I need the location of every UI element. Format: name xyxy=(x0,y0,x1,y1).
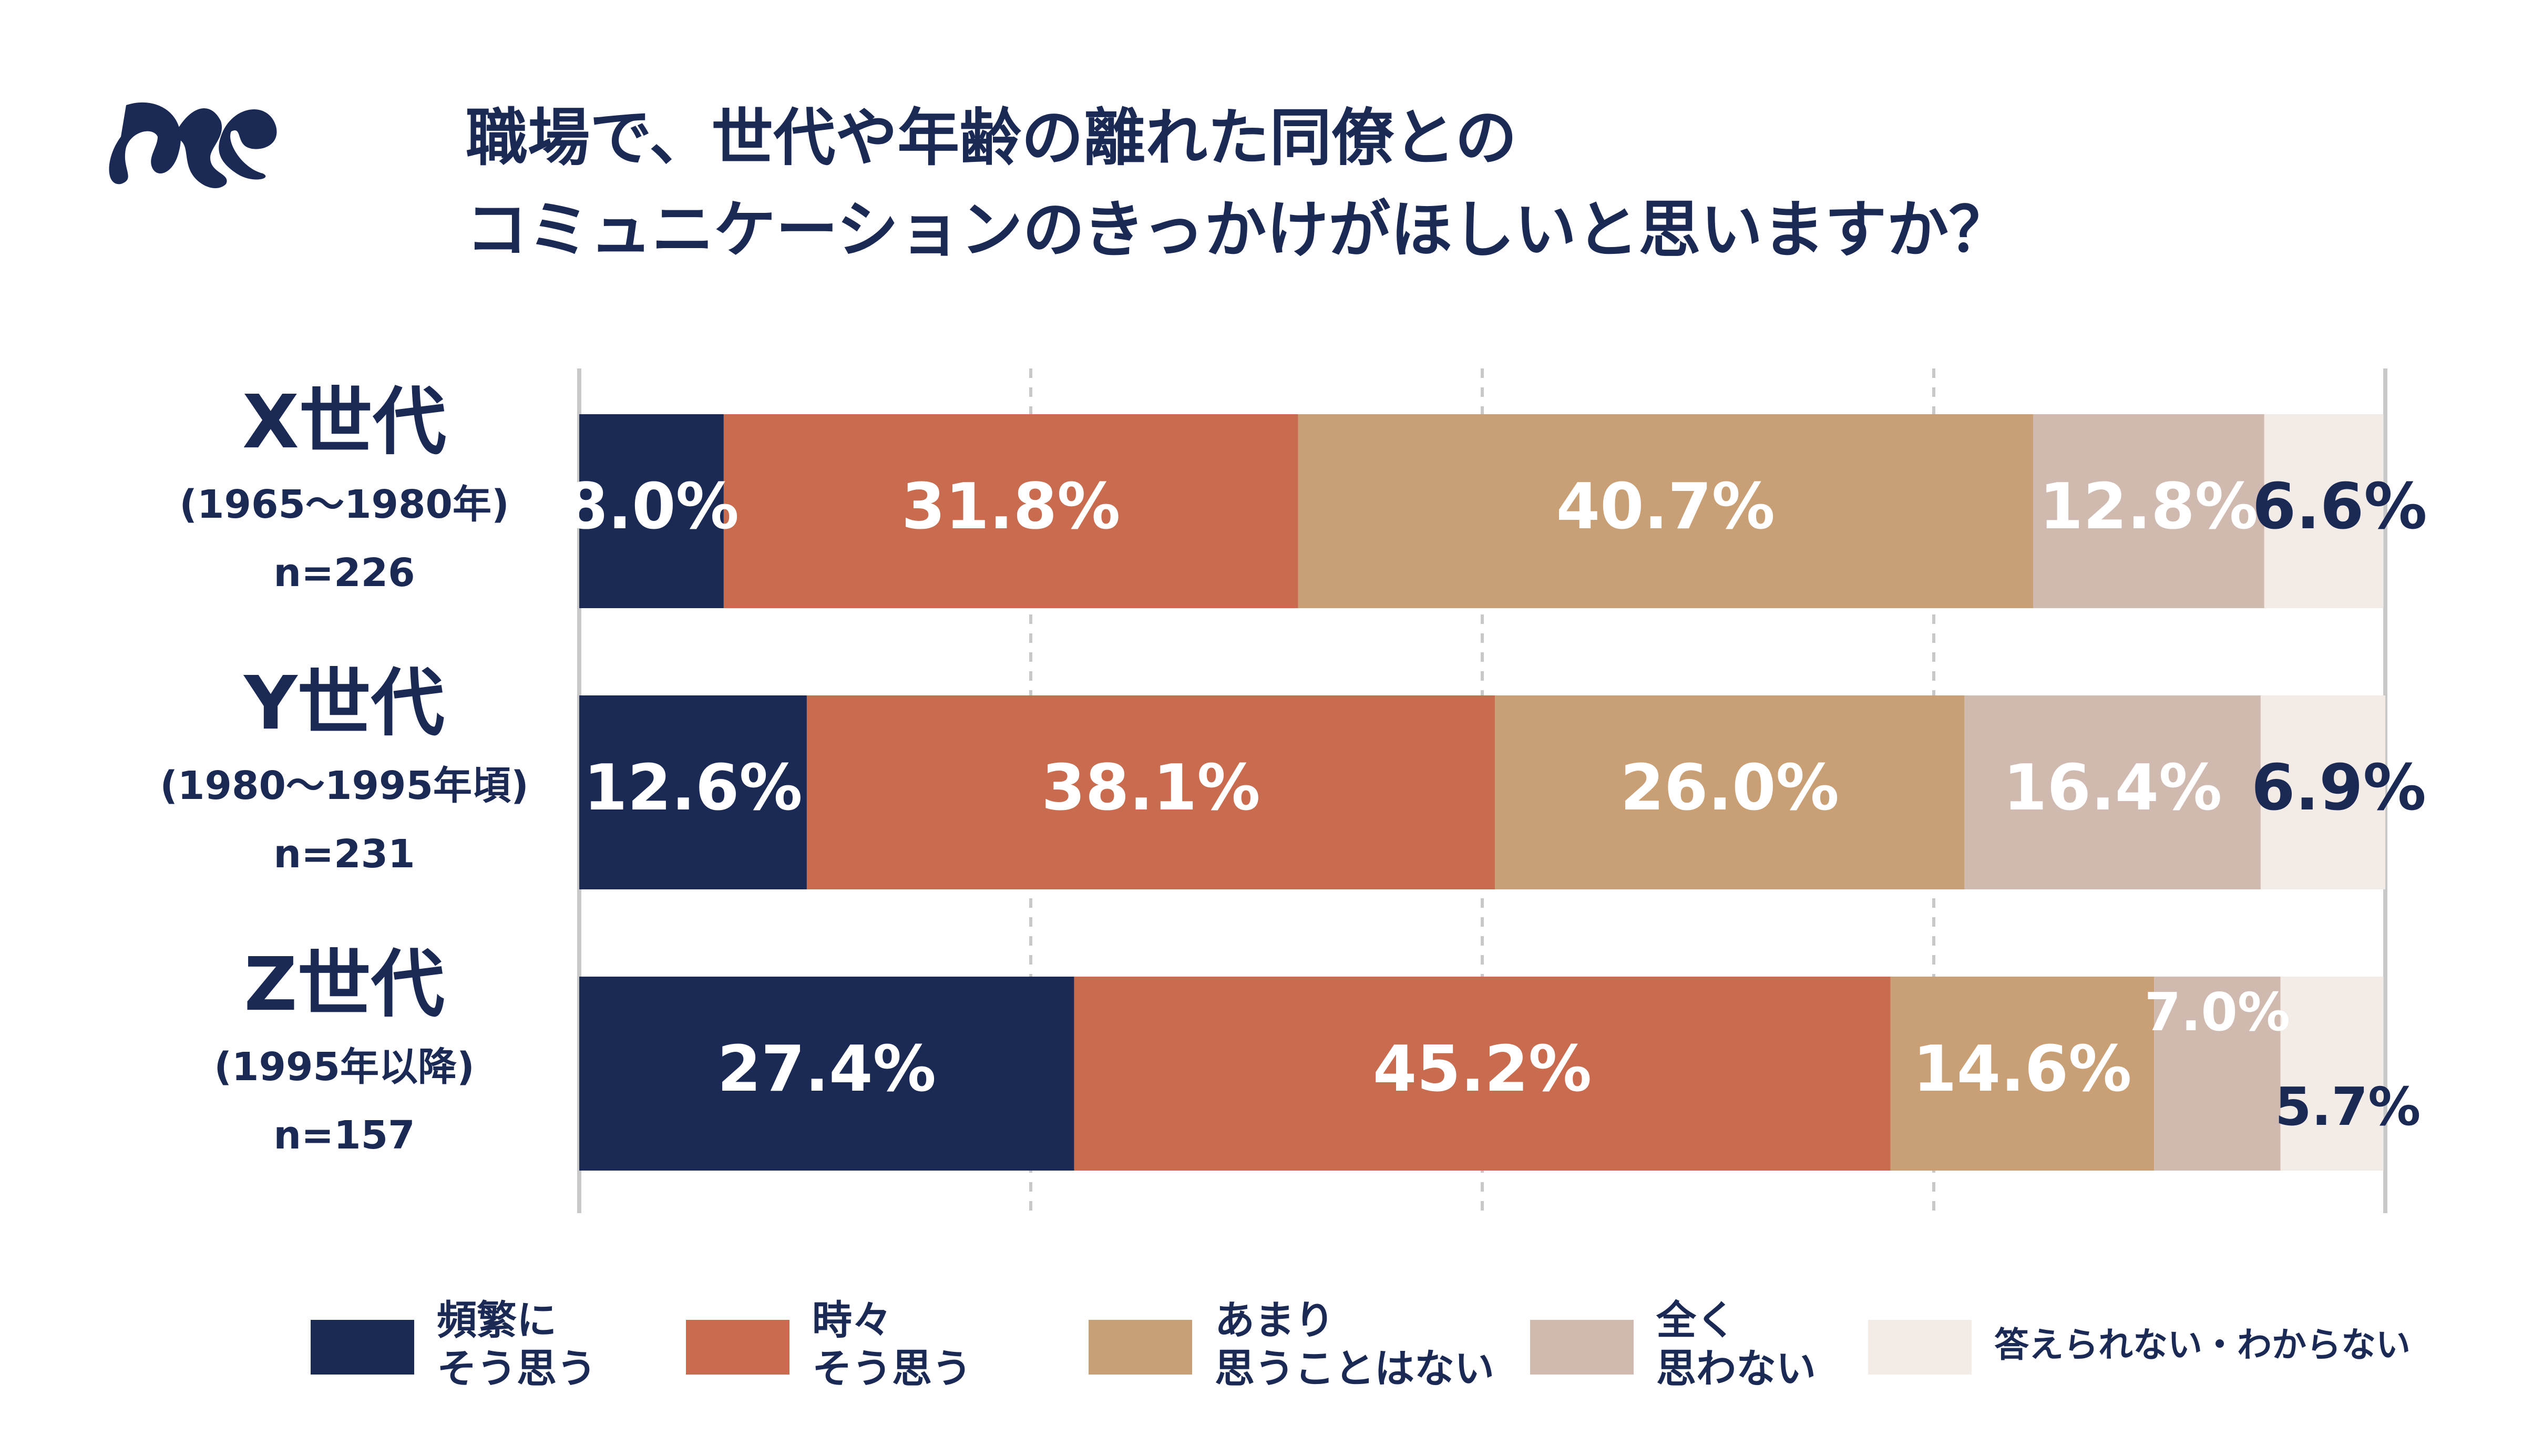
value-label: 7.0% xyxy=(2145,981,2290,1043)
category-period: (1965〜1980年) xyxy=(179,482,509,527)
value-label: 27.4% xyxy=(717,1033,936,1106)
bar-segment xyxy=(2260,695,2385,889)
value-label: 31.8% xyxy=(901,470,1120,544)
bar-segment xyxy=(579,695,807,889)
value-label: 6.9% xyxy=(2251,752,2426,825)
bar-segment xyxy=(1890,977,2155,1171)
chart-title: 職場で、世代や年齢の離れた同僚との xyxy=(466,101,1517,174)
value-label: 14.6% xyxy=(1913,1033,2131,1106)
value-label: 5.7% xyxy=(2275,1076,2421,1137)
chart-title: コミュニケーションのきっかけがほしいと思いますか？ xyxy=(466,193,2011,266)
bar-segment xyxy=(579,414,724,608)
logo xyxy=(109,102,277,189)
category-label: Y世代 xyxy=(243,661,444,746)
value-label: 6.6% xyxy=(2252,470,2427,544)
legend-swatch xyxy=(1530,1320,1634,1375)
bar-segment xyxy=(2264,414,2384,608)
legend-swatch xyxy=(686,1320,789,1375)
bar-segment xyxy=(2280,977,2384,1171)
value-label: 40.7% xyxy=(1556,470,1775,544)
bar-segment xyxy=(1964,695,2261,889)
bar-segment xyxy=(1495,695,1965,889)
legend-swatch xyxy=(1089,1320,1192,1375)
bar-segment xyxy=(2154,977,2281,1171)
category-n: n=157 xyxy=(273,1113,415,1158)
value-label: 38.1% xyxy=(1041,752,1260,825)
bar-segment xyxy=(1074,977,1891,1171)
legend-label: 時々そう思う xyxy=(812,1297,972,1392)
legend-swatch xyxy=(1868,1320,1972,1375)
value-label: 45.2% xyxy=(1373,1033,1592,1106)
category-period: (1995年以降) xyxy=(214,1044,475,1090)
category-label: Z世代 xyxy=(244,942,445,1028)
category-n: n=231 xyxy=(273,832,415,877)
category-label: X世代 xyxy=(242,380,446,465)
value-label: 12.6% xyxy=(583,752,802,825)
value-label: 26.0% xyxy=(1621,752,1839,825)
legend-swatch xyxy=(311,1320,414,1375)
legend-label: 全く思わない xyxy=(1656,1297,1816,1392)
bar-segment xyxy=(1298,414,2033,608)
category-period: (1980〜1995年頃) xyxy=(160,763,529,808)
legend-label: 答えられない・わからない xyxy=(1994,1325,2411,1365)
bar-segment xyxy=(806,695,1495,889)
category-n: n=226 xyxy=(273,550,415,596)
legend-label: 頻繁にそう思う xyxy=(437,1297,597,1392)
bar-segment xyxy=(2033,414,2264,608)
value-label: 16.4% xyxy=(2003,752,2222,825)
bar-segment xyxy=(579,977,1074,1171)
legend-label: あまり思うことはない xyxy=(1215,1297,1494,1392)
value-label: 8.0% xyxy=(564,470,739,544)
value-label: 12.8% xyxy=(2039,470,2258,544)
bar-segment xyxy=(723,414,1298,608)
